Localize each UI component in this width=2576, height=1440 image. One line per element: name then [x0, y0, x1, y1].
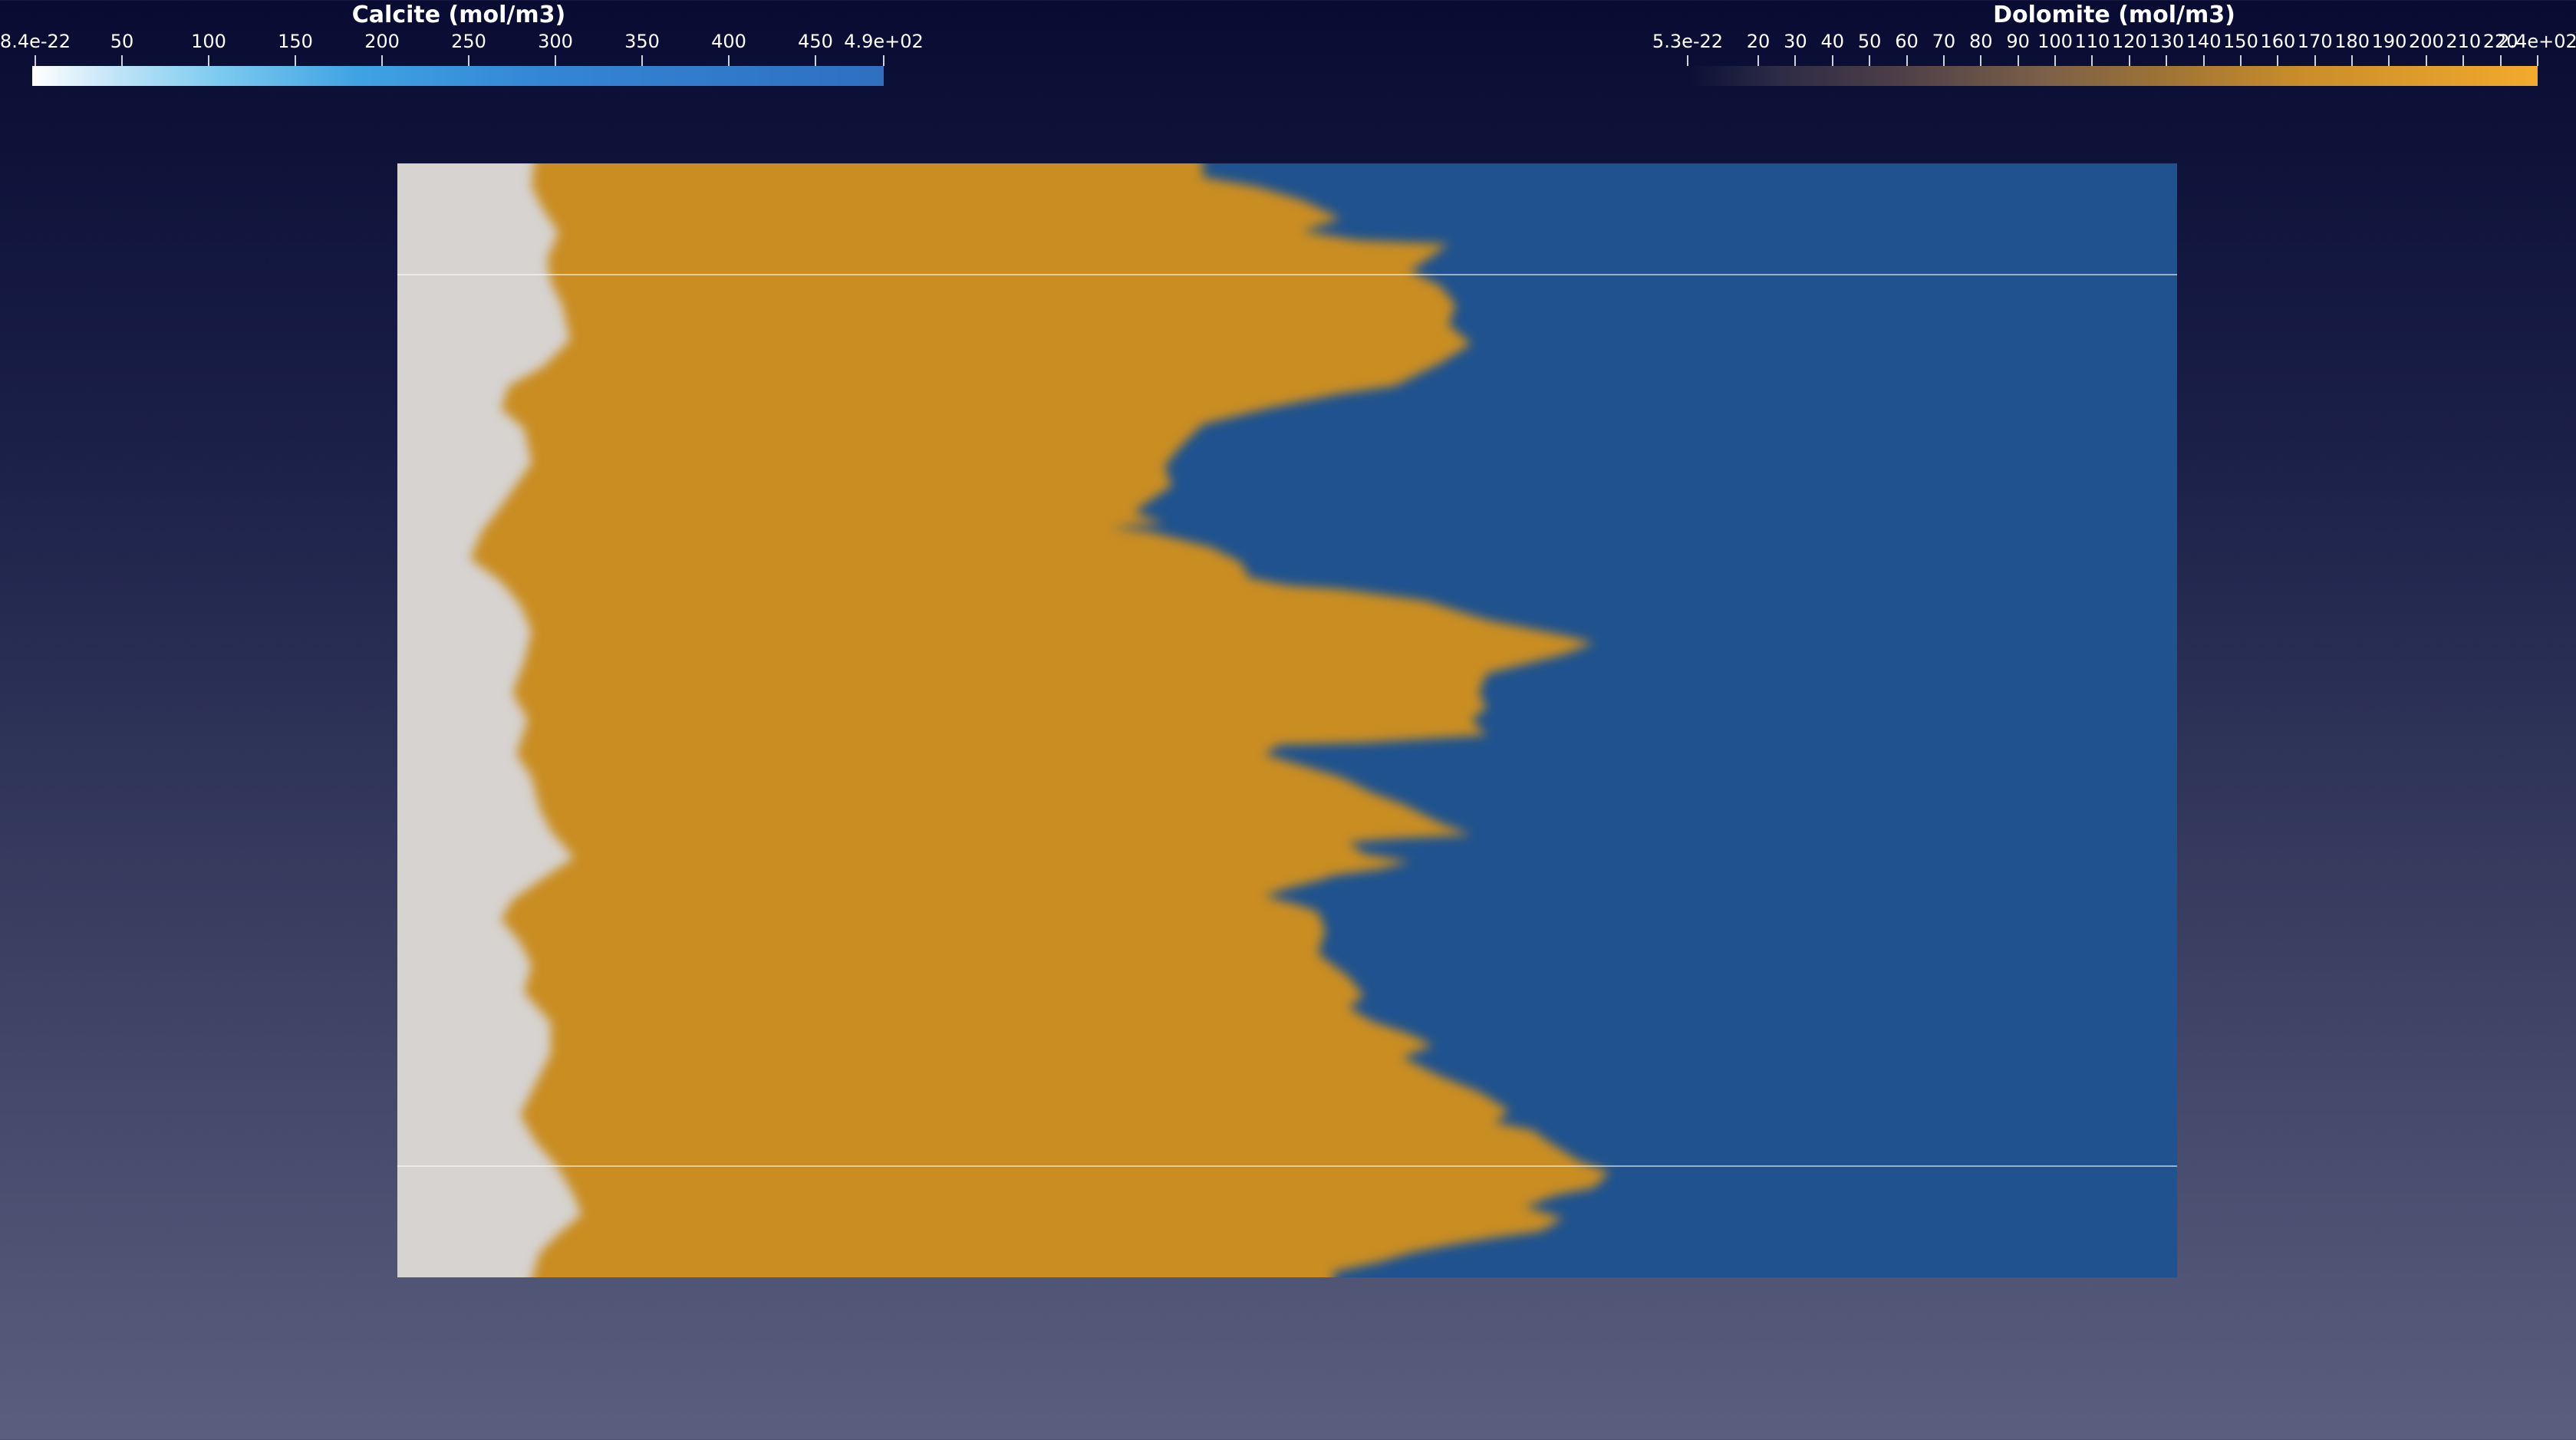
tick-mark: [2054, 55, 2057, 66]
tick-label: 30: [1784, 31, 1807, 52]
tick-label: 150: [2223, 31, 2258, 52]
tick-mark: [815, 55, 816, 66]
tick-label: 100: [191, 31, 226, 52]
tick-mark: [2462, 55, 2465, 66]
tick-mark: [381, 55, 383, 66]
tick-mark: [1794, 55, 1797, 66]
tick-mark: [2277, 55, 2279, 66]
tick-mark: [641, 55, 643, 66]
tick-mark: [2202, 55, 2205, 66]
tick-label: 130: [2149, 31, 2185, 52]
tick-mark: [1869, 55, 1871, 66]
depleted-zone: [397, 163, 581, 1277]
tick-mark: [1687, 55, 1688, 66]
calcite-legend-title: Calcite (mol/m3): [351, 2, 566, 28]
tick-mark: [295, 55, 296, 66]
tick-label: 150: [278, 31, 313, 52]
tick-mark: [2166, 55, 2168, 66]
tick-mark: [555, 55, 556, 66]
dolomite-zone: [397, 163, 1609, 1277]
tick-mark: [2499, 55, 2502, 66]
tick-label: 4.9e+02: [844, 31, 924, 52]
concentration-field: [397, 163, 2177, 1277]
tick-label: 160: [2260, 31, 2296, 52]
tick-label: 60: [1895, 31, 1919, 52]
tick-mark: [2388, 55, 2390, 66]
slice-plane-line-top: [397, 274, 2177, 275]
tick-label: 40: [1820, 31, 1845, 52]
tick-label: 190: [2371, 31, 2407, 52]
tick-mark: [1757, 55, 1759, 66]
tick-label: 450: [798, 31, 833, 52]
tick-label: 120: [2111, 31, 2147, 52]
tick-mark: [2017, 55, 2019, 66]
dolomite-legend-title: Dolomite (mol/m3): [1993, 2, 2235, 28]
tick-mark: [2314, 55, 2316, 66]
tick-mark: [2091, 55, 2093, 66]
tick-mark: [1942, 55, 1945, 66]
tick-label: 2.4e+02: [2498, 31, 2576, 52]
tick-label: 50: [110, 31, 134, 52]
tick-label: 50: [1857, 31, 1882, 52]
tick-mark: [1831, 55, 1833, 66]
tick-mark: [2425, 55, 2427, 66]
tick-label: 180: [2334, 31, 2370, 52]
tick-label: 5.3e-22: [1652, 31, 1724, 52]
tick-label: 90: [2006, 31, 2030, 52]
slice-plane-line-bottom: [397, 1165, 2177, 1167]
tick-mark: [728, 55, 730, 66]
tick-mark: [35, 55, 36, 66]
tick-label: 8.4e-22: [0, 31, 71, 52]
calcite-color-bar: [32, 66, 884, 86]
simulation-viewport[interactable]: [397, 163, 2177, 1277]
tick-label: 200: [2408, 31, 2444, 52]
tick-label: 250: [451, 31, 486, 52]
dolomite-color-bar: [1688, 66, 2538, 86]
tick-label: 70: [1932, 31, 1956, 52]
tick-label: 100: [2037, 31, 2073, 52]
tick-mark: [1980, 55, 1982, 66]
tick-mark: [208, 55, 209, 66]
tick-mark: [2351, 55, 2354, 66]
tick-mark: [2128, 55, 2130, 66]
tick-label: 110: [2074, 31, 2110, 52]
tick-mark: [468, 55, 469, 66]
tick-mark: [121, 55, 123, 66]
tick-label: 140: [2186, 31, 2222, 52]
tick-label: 210: [2446, 31, 2482, 52]
tick-label: 170: [2297, 31, 2333, 52]
tick-mark: [883, 55, 884, 66]
tick-mark: [2537, 55, 2538, 66]
tick-mark: [1906, 55, 1908, 66]
tick-label: 300: [538, 31, 573, 52]
tick-label: 200: [364, 31, 400, 52]
tick-label: 220: [2482, 31, 2518, 52]
tick-mark: [2239, 55, 2242, 66]
tick-label: 350: [624, 31, 660, 52]
tick-label: 400: [711, 31, 746, 52]
tick-label: 80: [1969, 31, 1993, 52]
tick-label: 20: [1746, 31, 1771, 52]
